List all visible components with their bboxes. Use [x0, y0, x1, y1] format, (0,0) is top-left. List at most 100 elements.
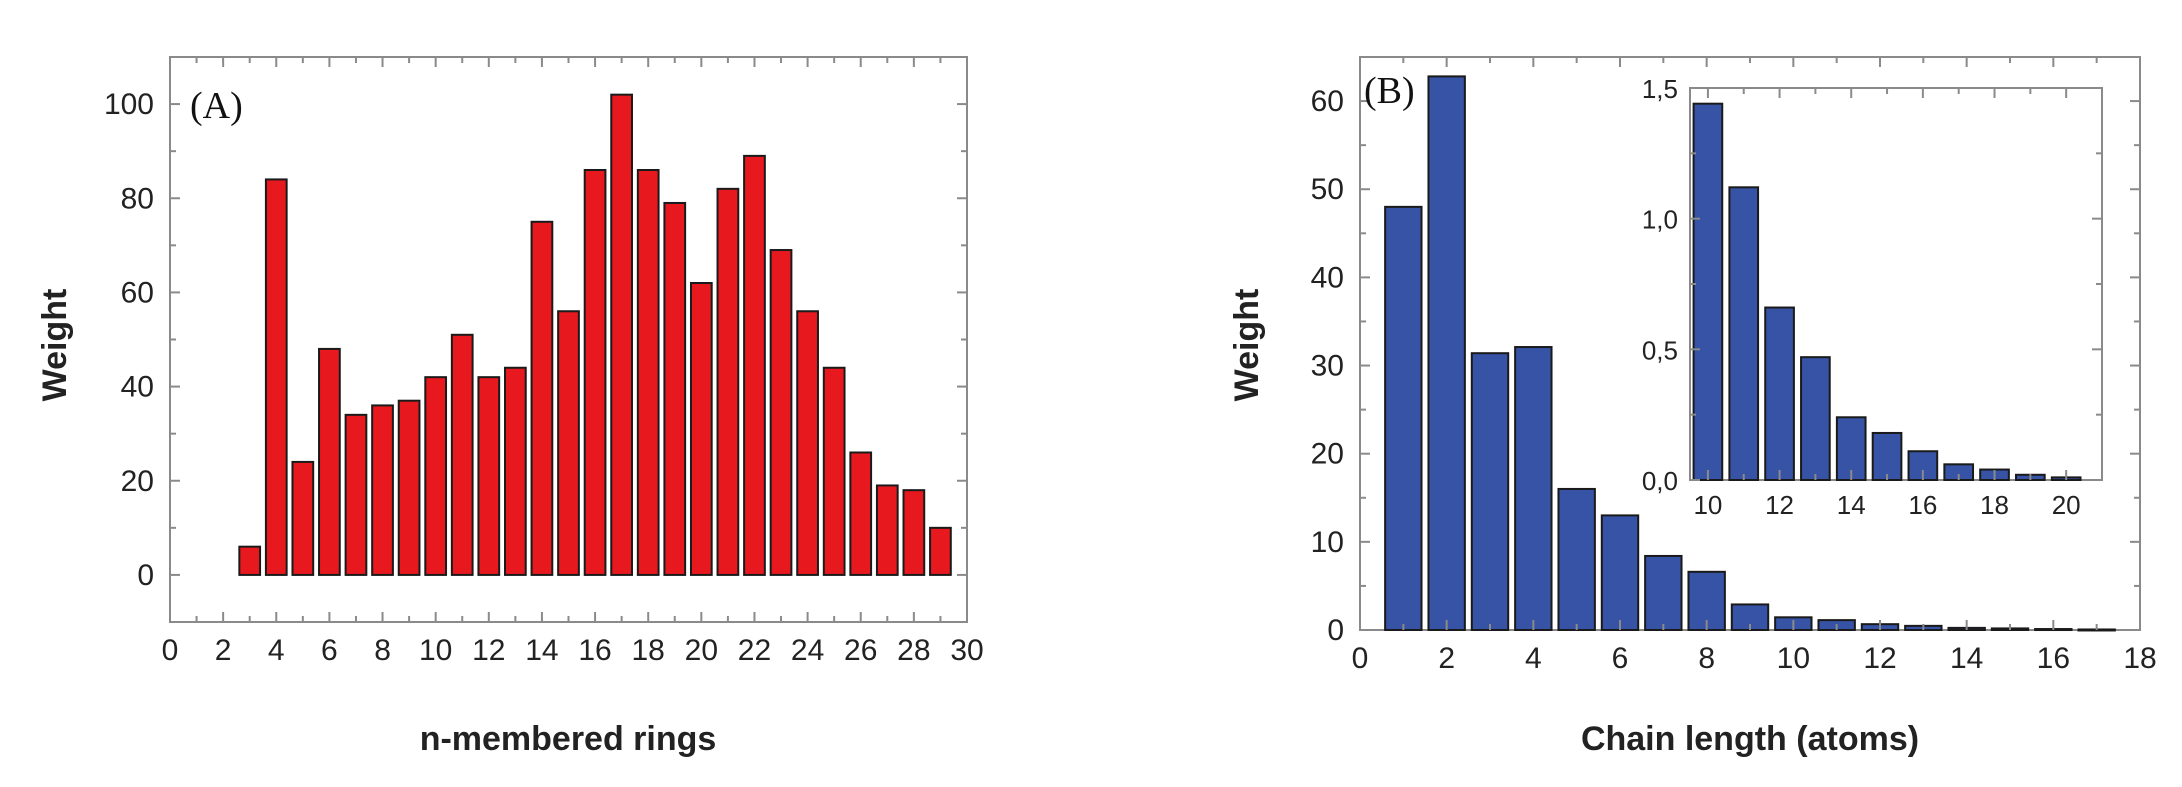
inset-bar-15 — [1871, 431, 1903, 481]
inset-bar-11 — [1728, 186, 1760, 481]
panel-b-x-tick-label: 14 — [1950, 642, 1983, 675]
panel-a-bar-8 — [371, 404, 394, 576]
panel-b-y-tick-label: 50 — [1311, 173, 1344, 206]
panel-a-y-tick-label: 20 — [121, 465, 154, 498]
panel-b-y-tick-label: 30 — [1311, 350, 1344, 383]
panel-b-bar-5 — [1557, 487, 1596, 632]
inset-bar-14 — [1835, 416, 1867, 481]
chart-panel-b: 0 10 20 30 40 50 60 0 2 4 6 8 10 12 14 16 18 (B) Weight… — [1228, 56, 2157, 758]
inset-x-tick-label: 10 — [1693, 490, 1722, 520]
panel-b-bar-3 — [1470, 352, 1510, 631]
panel-a-x-tick-label: 4 — [268, 634, 285, 667]
inset-x-tick-label: 16 — [1908, 490, 1937, 520]
panel-a-bar-5 — [291, 460, 315, 576]
inset-y-ticks: 0,0 0,5 1,0 1,5 — [1642, 74, 2102, 496]
panel-b-x-tick-label: 4 — [1525, 642, 1542, 675]
panel-b-bar-2 — [1427, 75, 1466, 631]
panel-b-y-axis-title: Weight — [1228, 289, 1266, 402]
panel-a-bar-10 — [424, 376, 448, 576]
panel-b-bar-6 — [1600, 514, 1640, 632]
panel-a-bar-16 — [583, 169, 607, 576]
panel-a-bar-26 — [849, 451, 873, 576]
panel-a-x-tick-label: 18 — [632, 634, 665, 667]
inset-bar-13 — [1800, 356, 1831, 482]
panel-a-bar-14 — [530, 220, 554, 576]
panel-b-x-ticks: 0 2 4 6 8 10 12 14 16 18 — [1352, 57, 2157, 675]
panel-a-bar-28 — [902, 489, 926, 576]
panel-a-y-ticks: 0 20 40 60 80 100 — [104, 88, 967, 592]
panel-b-bar-4 — [1514, 346, 1553, 631]
panel-a-y-tick-label: 40 — [121, 371, 154, 404]
inset-y-tick-label: 1,5 — [1642, 74, 1678, 104]
panel-b-x-tick-label: 6 — [1612, 642, 1629, 675]
panel-a-bar-9 — [397, 399, 421, 576]
panel-b-inset-chart: 0,0 0,5 1,0 1,5 10 12 14 16 18 20 — [1642, 74, 2103, 520]
panel-a-x-tick-label: 2 — [215, 634, 232, 667]
panel-a-bar-7 — [344, 413, 368, 576]
panel-a-bar-18 — [636, 169, 660, 576]
panel-b-bars — [1384, 75, 2116, 632]
panel-a-y-tick-label: 80 — [121, 182, 154, 215]
panel-a-bar-6 — [318, 347, 341, 576]
inset-x-tick-label: 14 — [1837, 490, 1866, 520]
panel-a-bar-22 — [743, 154, 766, 576]
inset-y-tick-label: 0,0 — [1642, 466, 1678, 496]
panel-b-x-tick-label: 2 — [1438, 642, 1455, 675]
panel-a-bar-25 — [822, 366, 846, 576]
panel-a-x-tick-label: 24 — [791, 634, 824, 667]
panel-b-x-tick-label: 10 — [1777, 642, 1810, 675]
panel-a-y-tick-label: 0 — [137, 559, 154, 592]
panel-b-x-tick-label: 0 — [1352, 642, 1369, 675]
panel-a-x-tick-label: 22 — [738, 634, 771, 667]
panel-a-bar-13 — [504, 366, 527, 576]
panel-a-bar-3 — [238, 545, 262, 576]
panel-a-x-tick-label: 26 — [844, 634, 877, 667]
panel-a-x-tick-label: 10 — [419, 634, 452, 667]
panel-a-y-axis-title: Weight — [36, 289, 74, 402]
panel-b-y-tick-label: 10 — [1311, 526, 1344, 559]
inset-y-tick-label: 1,0 — [1642, 205, 1678, 235]
panel-b-x-tick-label: 12 — [1863, 642, 1896, 675]
inset-bar-12 — [1764, 306, 1795, 481]
panel-a-bar-4 — [264, 178, 288, 576]
panel-a-x-tick-label: 14 — [525, 634, 558, 667]
panel-b-y-tick-label: 60 — [1311, 85, 1344, 118]
panel-a-bar-21 — [716, 187, 740, 576]
panel-a-bar-19 — [663, 201, 687, 576]
panel-a-x-tick-label: 12 — [472, 634, 505, 667]
panel-a-bar-23 — [769, 249, 793, 576]
inset-x-ticks: 10 12 14 16 18 20 — [1693, 88, 2081, 520]
inset-x-tick-label: 18 — [1980, 490, 2009, 520]
panel-b-bar-1 — [1384, 205, 1423, 632]
panel-a-label: (A) — [190, 85, 243, 127]
panel-a-y-tick-label: 100 — [104, 88, 154, 121]
panel-a-x-tick-label: 16 — [578, 634, 611, 667]
panel-a-x-tick-label: 6 — [321, 634, 338, 667]
inset-y-tick-label: 0,5 — [1642, 335, 1678, 365]
panel-a-bar-27 — [875, 484, 899, 576]
inset-bar-10 — [1692, 102, 1724, 482]
inset-x-tick-label: 20 — [2052, 490, 2081, 520]
panel-b-y-tick-label: 20 — [1311, 438, 1344, 471]
panel-b-y-tick-label: 40 — [1311, 261, 1344, 294]
panel-b-x-tick-label: 8 — [1698, 642, 1715, 675]
panel-a-x-tick-label: 8 — [374, 634, 391, 667]
panel-a-x-tick-label: 0 — [162, 634, 179, 667]
panel-b-y-ticks: 0 10 20 30 40 50 60 — [1311, 85, 2140, 647]
panel-a-y-tick-label: 60 — [121, 276, 154, 309]
panel-a-bars — [238, 93, 952, 576]
panel-a-bar-24 — [796, 310, 819, 576]
inset-bars — [1692, 102, 2082, 482]
panel-a-bar-15 — [557, 310, 580, 576]
panel-b-x-tick-label: 16 — [2037, 642, 2070, 675]
panel-b-label: (B) — [1364, 70, 1415, 112]
panel-b-x-axis-title: Chain length (atoms) — [1581, 720, 1919, 758]
inset-x-tick-label: 12 — [1765, 490, 1794, 520]
panel-a-bar-12 — [477, 376, 501, 576]
panel-b-y-tick-label: 0 — [1327, 614, 1344, 647]
panel-a-x-tick-label: 30 — [950, 634, 983, 667]
panel-a-x-tick-label: 20 — [685, 634, 718, 667]
panel-b-bar-7 — [1644, 554, 1683, 632]
panel-a-x-tick-label: 28 — [897, 634, 930, 667]
